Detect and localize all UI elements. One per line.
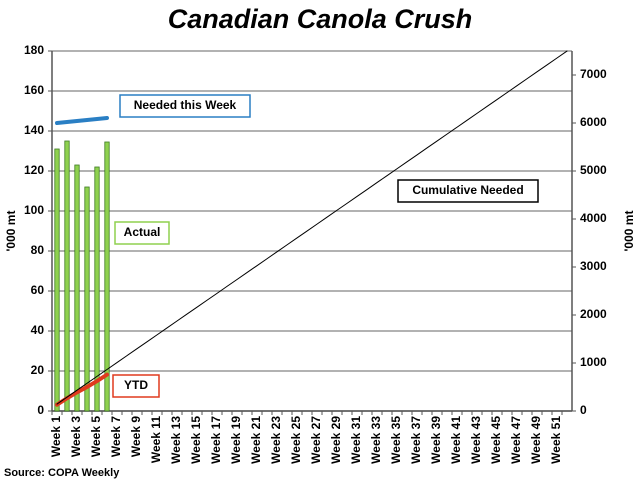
- line: [55, 116, 109, 125]
- legend-label: Cumulative Needed: [412, 183, 523, 197]
- y2-axis-label: '000 mt: [622, 211, 636, 252]
- x-tick-label: Week 3: [69, 416, 83, 457]
- source: Source: COPA Weekly: [4, 467, 120, 479]
- legend-label: Actual: [124, 225, 161, 239]
- x-tick-label: Week 25: [289, 416, 303, 464]
- y-tick-label: 180: [24, 43, 44, 57]
- legend-box: [114, 221, 170, 245]
- y-tick-label: 140: [24, 123, 44, 137]
- chart-title: Canadian Canola Crush: [168, 4, 473, 34]
- x-tick-label: Week 23: [269, 416, 283, 464]
- y2-tick-label: 7000: [580, 67, 607, 81]
- bar: [64, 140, 70, 412]
- x-tick-label: Week 37: [409, 416, 423, 464]
- x-tick-label: Week 39: [429, 416, 443, 464]
- x-tick-label: Week 17: [209, 416, 223, 464]
- x-tick-label: Week 9: [129, 416, 143, 457]
- x-tick-label: Week 15: [189, 416, 203, 464]
- bar: [94, 166, 100, 412]
- legend-box: [397, 179, 539, 203]
- y2-tick-label: 4000: [580, 211, 607, 225]
- bar: [74, 164, 80, 412]
- y-tick-label: 60: [31, 283, 45, 297]
- x-tick-label: Week 43: [469, 416, 483, 464]
- x-tick-label: Week 7: [109, 416, 123, 457]
- x-tick-label: Week 41: [449, 416, 463, 464]
- y2-tick-label: 6000: [580, 115, 607, 129]
- x-tick-label: Week 47: [509, 416, 523, 464]
- y-tick-label: 40: [31, 323, 45, 337]
- x-tick-label: Week 35: [389, 416, 403, 464]
- y2-tick-label: 0: [580, 403, 587, 417]
- x-tick-label: Week 45: [489, 416, 503, 464]
- legend-box: [112, 374, 160, 398]
- y-tick-label: 80: [31, 243, 45, 257]
- bar: [84, 186, 90, 412]
- line: [56, 50, 568, 405]
- x-tick-label: Week 29: [329, 416, 343, 464]
- x-tick-label: Week 13: [169, 416, 183, 464]
- x-tick-label: Week 5: [89, 416, 103, 457]
- x-tick-label: Week 27: [309, 416, 323, 464]
- x-tick-label: Week 49: [529, 416, 543, 464]
- y-axis-label: '000 mt: [4, 211, 18, 252]
- legend-label: Needed this Week: [134, 98, 237, 112]
- x-tick-label: Week 51: [549, 416, 563, 464]
- y-tick-label: 120: [24, 163, 44, 177]
- x-tick-label: Week 11: [149, 416, 163, 463]
- x-tick-label: Week 21: [249, 416, 263, 464]
- y-tick-label: 20: [31, 363, 45, 377]
- legend-box: [119, 94, 251, 118]
- legend-label: YTD: [124, 378, 148, 392]
- y2-tick-label: 2000: [580, 307, 607, 321]
- bar: [54, 148, 60, 412]
- y2-tick-label: 5000: [580, 163, 607, 177]
- bar: [104, 141, 110, 412]
- x-tick-label: Week 33: [369, 416, 383, 464]
- y2-tick-label: 3000: [580, 259, 607, 273]
- y-tick-label: 160: [24, 83, 44, 97]
- x-tick-label: Week 31: [349, 416, 363, 464]
- line: [55, 372, 109, 407]
- x-tick-label: Week 1: [49, 416, 63, 457]
- y-tick-label: 0: [37, 403, 44, 417]
- y2-tick-label: 1000: [580, 355, 607, 369]
- y-tick-label: 100: [24, 203, 44, 217]
- x-tick-label: Week 19: [229, 416, 243, 464]
